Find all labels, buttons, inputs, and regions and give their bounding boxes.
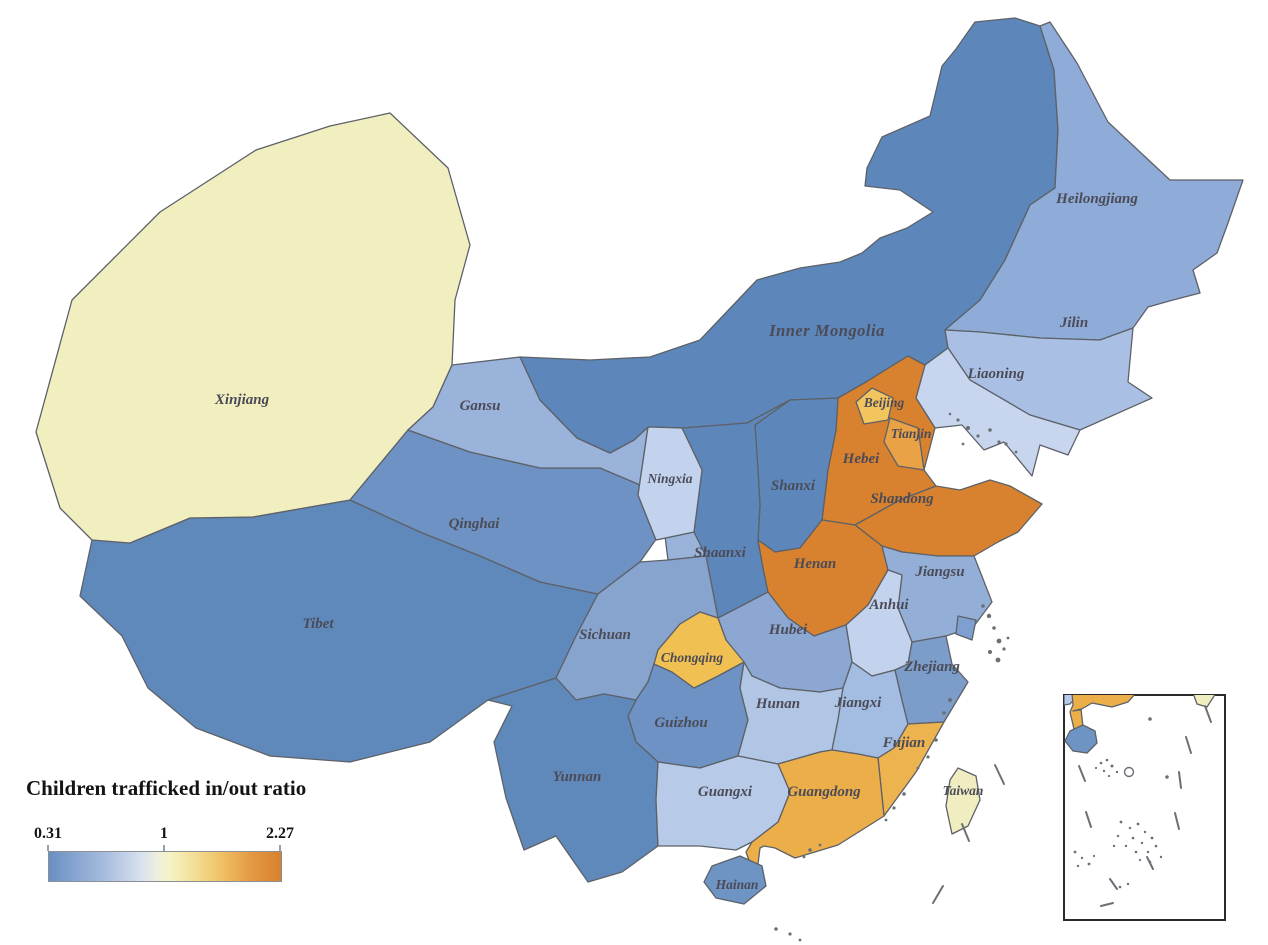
label-fujian: Fujian	[882, 735, 926, 751]
inset-islands	[1073, 717, 1169, 889]
south-china-sea-inset	[1063, 694, 1226, 921]
province-yunnan	[487, 677, 659, 883]
province-taiwan	[945, 767, 981, 835]
label-beijing: Beijing	[863, 395, 905, 410]
province-xinjiang	[35, 112, 471, 544]
inset-hainan-fragment	[1064, 724, 1098, 754]
label-tibet: Tibet	[302, 616, 334, 632]
label-ningxia: Ningxia	[646, 471, 692, 486]
province-ningxia	[637, 426, 703, 541]
province-hainan	[703, 855, 767, 905]
province-shapes	[35, 17, 1244, 905]
label-chongqing: Chongqing	[661, 650, 724, 665]
province-beijing	[855, 387, 894, 425]
legend-scale: 0.31 1 2.27	[34, 825, 294, 882]
label-guangxi: Guangxi	[698, 784, 753, 800]
label-shandong: Shandong	[870, 491, 934, 507]
dashed-boundary-marks	[932, 764, 1005, 904]
label-anhui: Anhui	[868, 597, 909, 613]
label-taiwan: Taiwan	[943, 783, 984, 798]
province-chongqing	[653, 611, 745, 689]
label-tianjin: Tianjin	[891, 426, 932, 441]
label-shanxi: Shanxi	[771, 478, 816, 494]
coastal-islands	[774, 412, 1018, 942]
legend-title: Children trafficked in/out ratio	[26, 776, 307, 800]
label-yunnan: Yunnan	[553, 769, 602, 785]
label-jilin: Jilin	[1059, 315, 1088, 331]
province-guangxi	[655, 755, 791, 851]
label-hubei: Hubei	[768, 622, 808, 638]
legend-stub-mid	[163, 845, 165, 851]
province-shanghai	[955, 615, 977, 641]
label-heilongjiang: Heilongjiang	[1055, 191, 1138, 207]
label-hainan: Hainan	[715, 877, 759, 892]
label-zhejiang: Zhejiang	[903, 659, 960, 675]
label-jiangsu: Jiangsu	[914, 564, 964, 580]
label-guizhou: Guizhou	[654, 715, 707, 731]
label-qinghai: Qinghai	[449, 516, 501, 532]
label-inner-mongolia: Inner Mongolia	[768, 321, 885, 340]
legend-tick-max: 2.27	[266, 825, 294, 842]
province-heilongjiang	[944, 21, 1244, 341]
label-hunan: Hunan	[755, 696, 800, 712]
legend-gradient-bar	[48, 851, 282, 882]
label-guangdong: Guangdong	[787, 784, 861, 800]
legend-tick-min: 0.31	[34, 825, 62, 842]
province-labels: Xinjiang Tibet Qinghai Gansu Inner Mongo…	[214, 191, 1138, 892]
legend-stub-min	[47, 845, 49, 851]
label-liaoning: Liaoning	[967, 366, 1025, 382]
label-jiangxi: Jiangxi	[834, 695, 883, 711]
label-gansu: Gansu	[460, 398, 501, 414]
inset-guangdong-fragment	[1069, 695, 1136, 730]
label-henan: Henan	[793, 556, 837, 572]
inset-taiwan-fragment	[1193, 695, 1216, 708]
legend-stub-max	[279, 845, 281, 851]
province-tianjin	[883, 417, 925, 471]
legend-tick-mid: 1	[160, 825, 168, 842]
legend: Children trafficked in/out ratio 0.31 1 …	[26, 776, 307, 882]
label-hebei: Hebei	[842, 451, 880, 467]
label-shaanxi: Shaanxi	[694, 545, 747, 561]
inset-dash-line	[1078, 705, 1212, 907]
label-sichuan: Sichuan	[579, 627, 631, 643]
label-xinjiang: Xinjiang	[214, 392, 270, 408]
